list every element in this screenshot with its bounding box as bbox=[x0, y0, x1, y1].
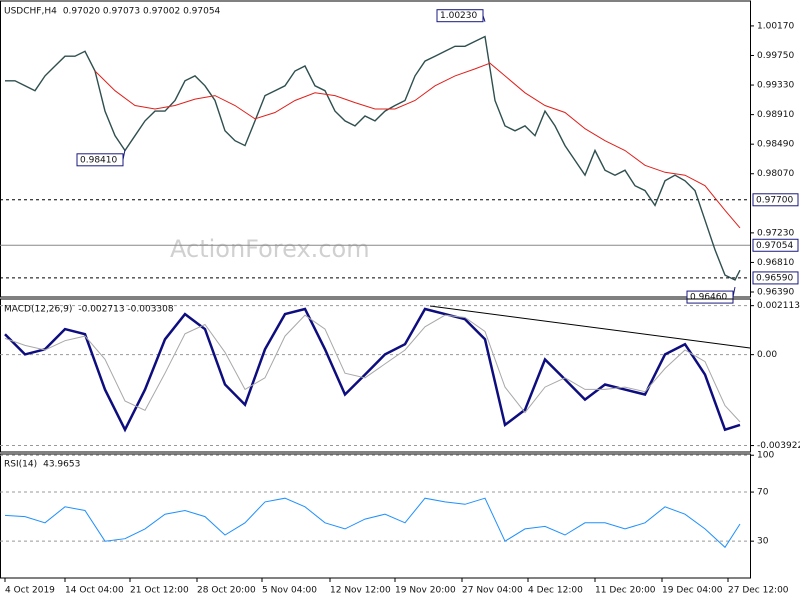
y-tick-label: 0.98490 bbox=[757, 140, 794, 150]
y-tick-label: 30 bbox=[757, 537, 769, 547]
x-tick-label: 27 Dec 12:00 bbox=[728, 586, 789, 596]
x-tick-label: 21 Oct 12:00 bbox=[130, 586, 189, 596]
panel-title: RSI(14) bbox=[4, 460, 37, 470]
series-line bbox=[94, 62, 741, 229]
level-label: 0.97700 bbox=[756, 195, 793, 205]
y-tick-label: 0.00 bbox=[757, 350, 777, 360]
x-tick-label: 11 Dec 20:00 bbox=[595, 586, 656, 596]
y-tick-label: 0.96390 bbox=[757, 288, 794, 298]
y-tick-label: 0.96810 bbox=[757, 258, 794, 268]
watermark: ActionForex.com bbox=[170, 235, 370, 263]
panel-subtitle: 0.97020 0.97073 0.97002 0.97054 bbox=[63, 7, 221, 17]
panel-subtitle: 43.9653 bbox=[43, 460, 80, 470]
level-label: 0.97054 bbox=[756, 241, 793, 251]
y-tick-label: 0.99330 bbox=[757, 81, 794, 91]
x-tick-label: 19 Dec 04:00 bbox=[662, 586, 723, 596]
x-tick-label: 4 Dec 12:00 bbox=[528, 586, 583, 596]
x-tick-label: 12 Nov 12:00 bbox=[330, 586, 391, 596]
annotation-box bbox=[76, 153, 124, 167]
y-tick-label: 70 bbox=[757, 488, 769, 498]
annotation-box bbox=[436, 9, 484, 23]
y-tick-label: 1.00170 bbox=[757, 21, 794, 31]
x-tick-label: 14 Oct 04:00 bbox=[65, 586, 124, 596]
panel-frame bbox=[0, 453, 751, 579]
level-label: 0.96590 bbox=[756, 273, 793, 283]
x-tick-label: 28 Oct 20:00 bbox=[197, 586, 256, 596]
x-tick-label: 19 Nov 20:00 bbox=[395, 586, 456, 596]
panel-title: MACD(12,26,9) bbox=[4, 305, 72, 315]
y-tick-label: 0.002113 bbox=[757, 301, 800, 311]
annotation-label: 0.98410 bbox=[80, 155, 117, 165]
y-tick-label: 0.97230 bbox=[757, 228, 794, 238]
y-tick-label: 100 bbox=[757, 451, 774, 461]
series-line bbox=[4, 314, 741, 423]
panel-subtitle: -0.002713 -0.003308 bbox=[78, 305, 174, 315]
series-line bbox=[5, 35, 741, 281]
series-line bbox=[4, 497, 741, 549]
annotation-label: 1.00230 bbox=[440, 11, 477, 21]
panel-title: USDCHF,H4 bbox=[4, 7, 57, 17]
level-box bbox=[752, 238, 799, 252]
y-tick-label: 0.98070 bbox=[757, 169, 794, 179]
y-tick-label: 0.99750 bbox=[757, 51, 794, 61]
series-line bbox=[4, 307, 741, 433]
y-tick-label: 0.98910 bbox=[757, 110, 794, 120]
panel-frame bbox=[0, 0, 751, 298]
panel-frame bbox=[0, 298, 751, 453]
x-tick-label: 4 Oct 2019 bbox=[5, 586, 55, 596]
level-box bbox=[752, 193, 799, 207]
x-tick-label: 5 Nov 04:00 bbox=[262, 586, 317, 596]
trend-line bbox=[429, 305, 751, 349]
annotation-label: 0.96460 bbox=[690, 293, 727, 303]
x-tick-label: 27 Nov 04:00 bbox=[462, 586, 523, 596]
annotation-box bbox=[686, 290, 734, 304]
level-box bbox=[752, 271, 799, 285]
y-tick-label: -0.003922 bbox=[757, 441, 800, 451]
